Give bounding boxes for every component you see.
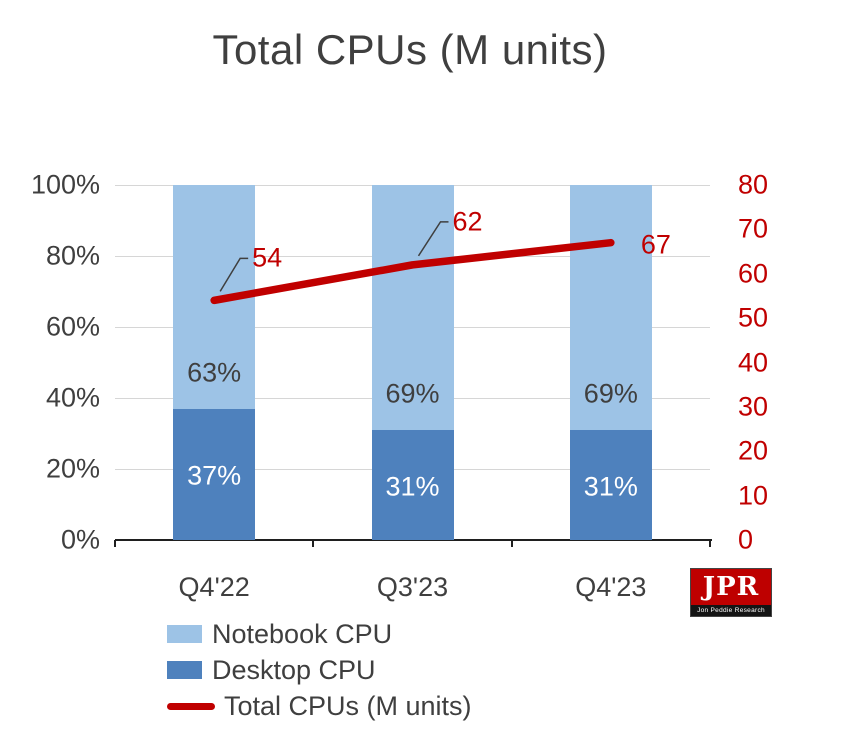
axis-tick [114,540,116,547]
axis-tick [709,540,711,547]
y-axis-label-left: 40% [45,382,100,413]
jpr-logo: JPR Jon Peddie Research [690,568,772,617]
y-axis-label-left: 20% [45,453,100,484]
legend-item: Notebook CPU [167,616,472,652]
bar-label-notebook: 69% [385,378,440,409]
y-axis-label-right: 40 [738,347,769,377]
bar-label-notebook: 69% [583,378,638,409]
y-axis-label-right: 80 [738,169,769,200]
x-axis-label: Q4'22 [178,572,250,602]
y-axis-label-right: 70 [738,213,769,244]
y-axis-label-left: 0% [60,524,100,555]
legend-label: Desktop CPU [212,654,376,685]
x-axis-label: Q3'23 [376,572,449,602]
legend-color-swatch [167,625,202,643]
legend-color-swatch [167,661,202,679]
legend-item: Total CPUs (M units) [167,688,472,724]
legend-line-swatch [167,702,215,710]
y-axis-label-left: 80% [45,240,100,271]
legend-item: Desktop CPU [167,652,472,688]
bar-segment-desktop [173,408,256,540]
y-axis-label-right: 20 [738,435,769,466]
bar-segment-desktop [371,429,454,540]
y-axis-label-right: 10 [738,480,769,511]
axis-tick [510,540,513,547]
jpr-logo-text: JPR [691,569,771,605]
axis-tick [312,540,315,547]
legend: Notebook CPU Desktop CPU Total CPUs (M uni… [167,616,472,724]
x-axis-line [115,539,712,541]
legend-label: Notebook CPU [212,618,393,649]
bar-label-desktop: 31% [385,471,440,502]
y-axis-label-left: 60% [45,311,100,342]
line-data-label: 67 [640,229,671,260]
y-axis-label-right: 0 [738,524,754,555]
legend-label: Total CPUs (M units) [224,690,472,721]
y-axis-label-right: 50 [738,302,769,333]
line-data-label: 62 [452,206,483,237]
bar-label-notebook: 63% [187,357,242,388]
jpr-logo-subtext: Jon Peddie Research [691,605,771,616]
line-data-label: 54 [252,242,283,273]
bar-segment-notebook [569,185,652,430]
y-axis-label-right: 60 [738,258,769,289]
y-axis-label-left: 100% [30,169,100,200]
chart-title: Total CPUs (M units) [212,26,608,73]
y-axis-label-right: 30 [738,391,769,422]
x-axis-label: Q4'23 [575,572,647,602]
bar-label-desktop: 37% [187,460,242,491]
bar-label-desktop: 31% [583,471,638,502]
bar-segment-desktop [569,429,652,540]
